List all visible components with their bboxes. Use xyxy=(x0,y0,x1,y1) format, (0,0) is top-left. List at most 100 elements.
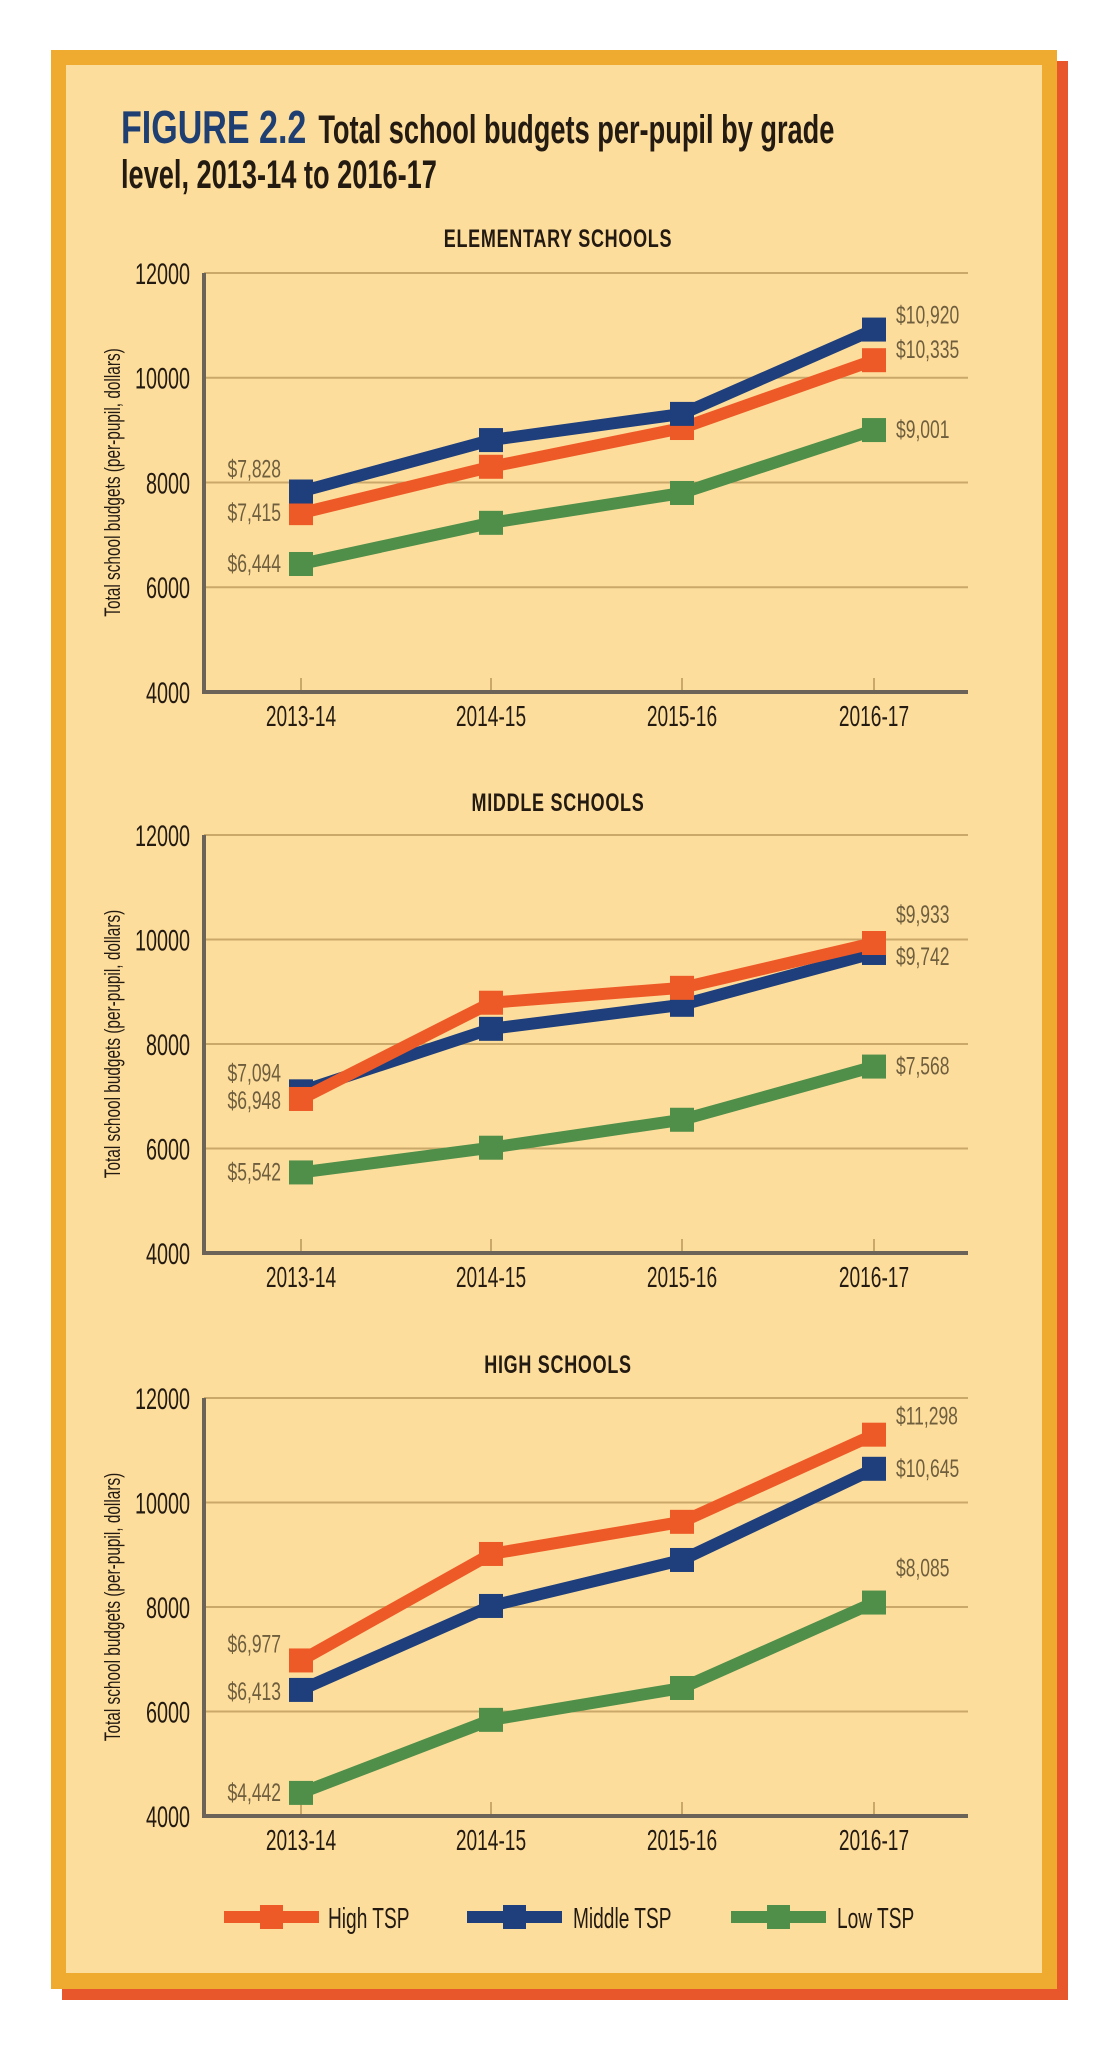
y-tick-label: 4000 xyxy=(146,1801,190,1834)
y-tick-label: 4000 xyxy=(146,677,190,710)
value-label: $9,001 xyxy=(896,415,949,444)
series-line xyxy=(299,324,877,498)
value-label: $4,442 xyxy=(228,1778,281,1807)
data-point-marker xyxy=(479,1593,503,1618)
data-point-marker xyxy=(670,1509,694,1534)
figure-heading: FIGURE 2.2 Total school budgets per-pupi… xyxy=(121,101,834,197)
data-point-marker xyxy=(479,1541,503,1566)
series-line xyxy=(300,1060,876,1179)
data-point-marker xyxy=(289,501,313,526)
series-line xyxy=(298,937,876,1105)
y-tick-label: 12000 xyxy=(135,1383,190,1416)
data-point-marker xyxy=(289,1086,313,1111)
series-line xyxy=(299,424,876,570)
data-point-marker xyxy=(479,454,503,479)
data-point-marker xyxy=(479,990,503,1015)
value-label: $6,977 xyxy=(228,1629,281,1658)
chart-title: MIDDLE SCHOOLS xyxy=(472,788,645,817)
value-label: $9,933 xyxy=(896,900,949,929)
data-point-marker xyxy=(670,401,694,426)
x-tick-label: 2015-16 xyxy=(647,1825,717,1857)
series-middle-tsp xyxy=(289,317,886,504)
y-tick-label: 10000 xyxy=(135,925,190,958)
chart-title: HIGH SCHOOLS xyxy=(484,1350,632,1379)
legend-label: Middle TSP xyxy=(573,1903,671,1935)
legend-swatch-marker xyxy=(260,1905,283,1929)
series-line xyxy=(298,1597,877,1799)
legend-label: Low TSP xyxy=(837,1903,914,1935)
value-label: $5,542 xyxy=(228,1157,281,1186)
y-tick-label: 6000 xyxy=(146,1134,190,1167)
data-point-marker xyxy=(479,510,503,535)
y-tick-label: 10000 xyxy=(135,1488,190,1521)
series-low-tsp xyxy=(289,418,886,576)
figure-title-line2: level, 2013-14 to 2016-17 xyxy=(121,153,437,197)
data-point-marker xyxy=(862,1422,886,1447)
data-point-marker xyxy=(479,1707,503,1732)
y-tick-label: 6000 xyxy=(146,572,190,605)
value-label: $7,415 xyxy=(228,498,281,527)
value-label: $6,413 xyxy=(228,1677,281,1706)
data-point-marker xyxy=(289,1780,313,1805)
x-tick-label: 2015-16 xyxy=(647,1262,717,1294)
legend: High TSP Middle TSP Low TSP xyxy=(224,1903,914,1935)
data-point-marker xyxy=(670,1547,694,1572)
value-label: $10,645 xyxy=(896,1454,959,1483)
x-tick-label: 2013-14 xyxy=(266,1825,336,1857)
data-point-marker xyxy=(479,1016,503,1041)
series-line xyxy=(299,947,876,1098)
data-point-marker xyxy=(862,1054,886,1079)
x-tick-label: 2013-14 xyxy=(266,701,336,733)
series-low-tsp xyxy=(289,1590,886,1805)
data-point-marker xyxy=(862,1456,886,1481)
data-point-marker xyxy=(289,1677,313,1702)
data-point-marker xyxy=(479,428,503,453)
series-high-tsp xyxy=(289,1422,886,1673)
x-tick-label: 2016-17 xyxy=(839,1262,909,1294)
y-tick-label: 10000 xyxy=(135,363,190,396)
legend-item-middle: Middle TSP xyxy=(467,1903,671,1935)
x-tick-label: 2016-17 xyxy=(839,1825,909,1857)
legend-label: High TSP xyxy=(328,1903,409,1935)
y-axis-title: Total school budgets (per-pupil, dollars… xyxy=(101,1473,125,1742)
data-point-marker xyxy=(670,1107,694,1132)
series-high-tsp xyxy=(289,348,886,526)
data-point-marker xyxy=(289,551,313,576)
value-label: $10,335 xyxy=(896,335,959,364)
chart-high: HIGH SCHOOLS 4000 6000 8000 10000 12000 Total … xyxy=(101,1350,968,1857)
data-point-marker xyxy=(862,931,886,956)
value-label: $7,568 xyxy=(896,1051,949,1080)
series-low-tsp xyxy=(289,1054,886,1185)
value-label: $9,742 xyxy=(896,942,949,971)
data-point-marker xyxy=(862,418,886,443)
data-point-marker xyxy=(289,479,313,504)
data-point-marker xyxy=(289,1648,313,1673)
x-tick-label: 2013-14 xyxy=(266,1262,336,1294)
y-tick-label: 6000 xyxy=(146,1697,190,1730)
x-tick-label: 2014-15 xyxy=(456,701,526,733)
series-middle-tsp xyxy=(289,1456,886,1702)
value-label: $7,094 xyxy=(228,1058,281,1087)
y-tick-label: 8000 xyxy=(146,1029,190,1062)
figure-title-line1: Total school budgets per-pupil by grade xyxy=(318,108,834,152)
y-tick-label: 8000 xyxy=(146,468,190,501)
value-label: $6,444 xyxy=(228,549,281,578)
y-axis-title: Total school budgets (per-pupil, dollars… xyxy=(101,348,125,617)
value-label: $8,085 xyxy=(896,1553,949,1582)
legend-swatch-marker xyxy=(503,1905,526,1929)
x-tick-label: 2016-17 xyxy=(839,701,909,733)
value-label: $11,298 xyxy=(896,1402,958,1431)
legend-swatch-marker xyxy=(767,1905,790,1929)
data-point-marker xyxy=(862,1590,886,1615)
y-tick-label: 12000 xyxy=(135,258,190,291)
figure-label: FIGURE 2.2 xyxy=(121,101,306,153)
data-point-marker xyxy=(862,317,886,342)
x-tick-label: 2014-15 xyxy=(456,1825,526,1857)
y-tick-label: 8000 xyxy=(146,1592,190,1625)
data-point-marker xyxy=(862,348,886,373)
chart-middle: MIDDLE SCHOOLS 4000 6000 8000 10000 12000 Tota… xyxy=(101,788,968,1294)
data-point-marker xyxy=(289,1160,313,1185)
legend-item-high: High TSP xyxy=(224,1903,409,1935)
series-high-tsp xyxy=(289,931,886,1111)
